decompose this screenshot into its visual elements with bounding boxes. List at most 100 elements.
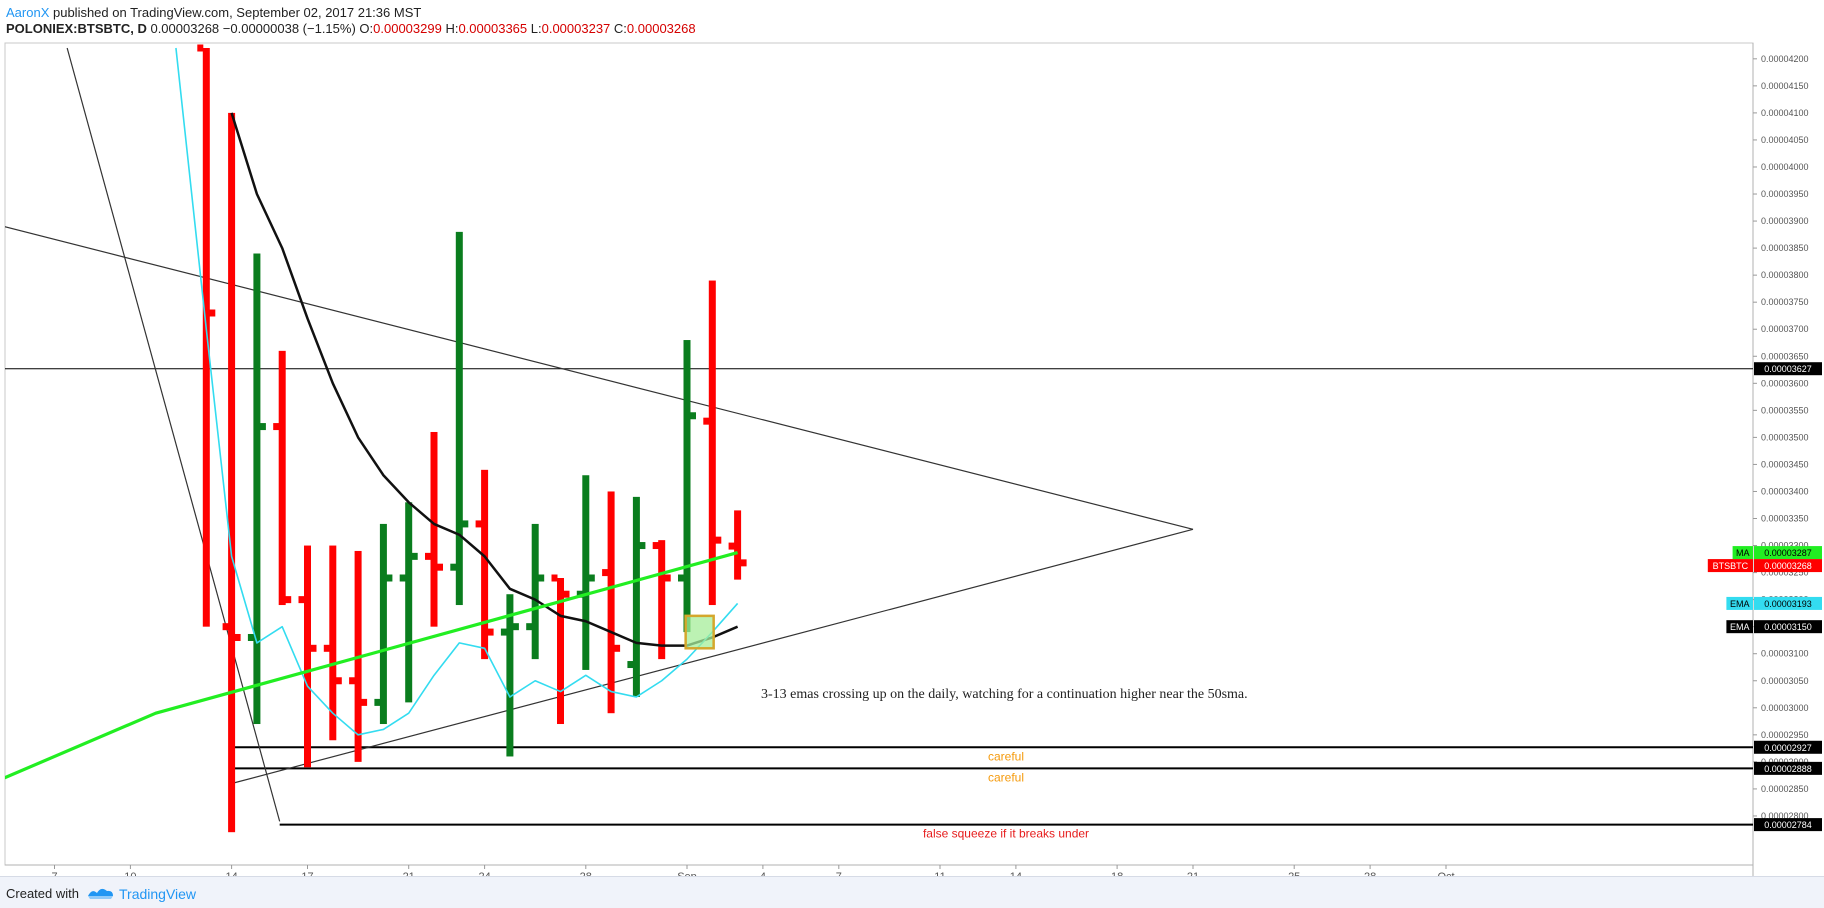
level-note: careful	[988, 749, 1024, 763]
horizontal-levels	[5, 368, 1753, 826]
ohlc-bar-open	[678, 574, 684, 582]
price-tick-label: 0.00003300	[1761, 541, 1809, 551]
price-tag-name-bg	[1732, 546, 1753, 560]
symbol-info: POLONIEX:BTSBTC, D 0.00003268 −0.0000003…	[6, 22, 696, 36]
price-tick-label: 0.00003800	[1761, 270, 1809, 280]
trendline	[66, 47, 281, 822]
ohlc-bar-open	[197, 44, 204, 52]
tradingview-brand[interactable]: TradingView	[119, 886, 197, 902]
chart-pane[interactable]	[4, 42, 1754, 866]
ohlc-bar-open	[728, 542, 735, 550]
ohlc-bar-close	[386, 574, 393, 582]
price-tick-label: 0.00003900	[1761, 216, 1809, 226]
date-tick-label: 28	[580, 871, 592, 876]
price-tick-label: 0.00004200	[1761, 54, 1809, 64]
level-note: false squeeze if it breaks under	[923, 827, 1089, 841]
ohlc-bar-range	[506, 594, 514, 757]
ohlc-bars	[197, 44, 747, 833]
ohlc-bar-open	[703, 417, 710, 425]
level-tag-bg	[1754, 761, 1822, 775]
ohlc-bar-close	[487, 628, 494, 636]
ohlc-bar-open	[222, 623, 229, 631]
ohlc-bar-close	[538, 574, 545, 582]
tradingview-logo-icon[interactable]	[86, 884, 116, 902]
ohlc-bar-range	[405, 502, 413, 703]
date-tick-label: 21	[1187, 871, 1199, 876]
level-tag-bg	[1754, 740, 1822, 754]
price-tick-label: 0.00004050	[1761, 135, 1809, 145]
ohlc-bar-open	[551, 574, 558, 582]
open-label: O:	[359, 21, 374, 36]
ohlc-bar-range	[455, 231, 463, 606]
price-tick-label: 0.00004150	[1761, 81, 1809, 91]
ohlc-bar-open	[602, 569, 609, 577]
price-tick-label: 0.00003050	[1761, 676, 1809, 686]
price-tag-value-bg	[1754, 546, 1822, 560]
low-value: 0.00003237	[541, 21, 611, 36]
trendline	[5, 226, 1194, 530]
ohlc-bar-close	[259, 423, 266, 431]
price-chart[interactable]: 0.00004200 0.00004150 0.00004100 0.00004050…	[0, 0, 1824, 876]
price-tags: 0.00003287 MA 0.00003268 BTSBTC 0.00003193 EM…	[1707, 362, 1822, 832]
price-tag-value: 0.00003150	[1764, 622, 1812, 632]
date-tick-label: 21	[403, 871, 415, 876]
trendlines	[5, 47, 1194, 822]
price-tag-name-bg	[1726, 620, 1753, 634]
price-tick-label: 0.00003550	[1761, 405, 1809, 415]
level-note: careful	[988, 770, 1024, 784]
ohlc-bar-range	[708, 280, 716, 606]
price-axis[interactable]: 0.00004200 0.00004150 0.00004100 0.00004050…	[1753, 54, 1809, 821]
footer: Created with TradingView	[0, 876, 1824, 908]
ohlc-bar-range	[329, 545, 337, 741]
price-tag-value-bg	[1754, 620, 1822, 634]
price-tick-label: 0.00003350	[1761, 514, 1809, 524]
price-tick-label: 0.00003250	[1761, 568, 1809, 578]
ohlc-bar-range	[531, 523, 539, 660]
ohlc-bar-close	[512, 623, 519, 631]
ohlc-bar-close	[285, 596, 292, 604]
ohlc-bar-open	[652, 542, 659, 550]
ohlc-bar-range	[683, 340, 691, 633]
date-tick-label: 17	[301, 871, 313, 876]
price-tag-value-bg	[1754, 596, 1822, 610]
close-label: C:	[613, 21, 627, 36]
plot-area: careful careful false squeeze if it breaks…	[5, 44, 1753, 841]
price-tick-label: 0.00003100	[1761, 649, 1809, 659]
ohlc-bar-close	[462, 520, 469, 528]
high-label: H:	[445, 21, 459, 36]
ohlc-bar-close	[690, 412, 696, 420]
price-tick-label: 0.00003600	[1761, 378, 1809, 388]
ohlc-bar-open	[374, 698, 381, 706]
price-tag-value: 0.00003287	[1764, 548, 1812, 558]
ohlc-bar-close	[740, 559, 747, 567]
date-tick-label: 7	[836, 871, 842, 876]
low-label: L:	[530, 21, 542, 36]
time-axis[interactable]: 7 10 14 17 21 24 28 Sep 4 7 11 14 18 21 25 28 Oct	[51, 865, 1455, 876]
ohlc-bar-close	[437, 563, 443, 571]
ohlc-bar-close	[563, 590, 570, 598]
price-tick-label: 0.00003500	[1761, 432, 1809, 442]
price-tick-label: 0.00002800	[1761, 811, 1809, 821]
ohlc-bar-range	[202, 48, 210, 627]
indicator-lines	[5, 47, 739, 780]
date-tick-label: Sep	[677, 871, 697, 876]
date-tick-label: 25	[1288, 871, 1300, 876]
ohlc-bar-range	[430, 431, 438, 627]
price-tick-label: 0.00002950	[1761, 730, 1809, 740]
price-tick-label: 0.00004100	[1761, 108, 1809, 118]
ohlc-bar-open	[399, 574, 406, 582]
ohlc-bar-open	[475, 520, 482, 528]
ohlc-bar-close	[310, 644, 317, 652]
level-tag-value: 0.00003627	[1764, 364, 1812, 374]
price-tick-label: 0.00002850	[1761, 784, 1809, 794]
ohlc-bar-close	[664, 574, 671, 582]
author-link[interactable]: AaronX	[6, 5, 50, 20]
ohlc-bar-range	[253, 253, 261, 725]
open-value: 0.00003299	[373, 21, 442, 36]
ohlc-bar-open	[425, 552, 431, 560]
price-tick-label: 0.00004000	[1761, 162, 1809, 172]
price-tag-name: MA	[1736, 548, 1750, 558]
ohlc-bar-open	[273, 423, 280, 431]
ohlc-bar-range	[658, 540, 666, 660]
ema-fast-line	[175, 47, 739, 736]
